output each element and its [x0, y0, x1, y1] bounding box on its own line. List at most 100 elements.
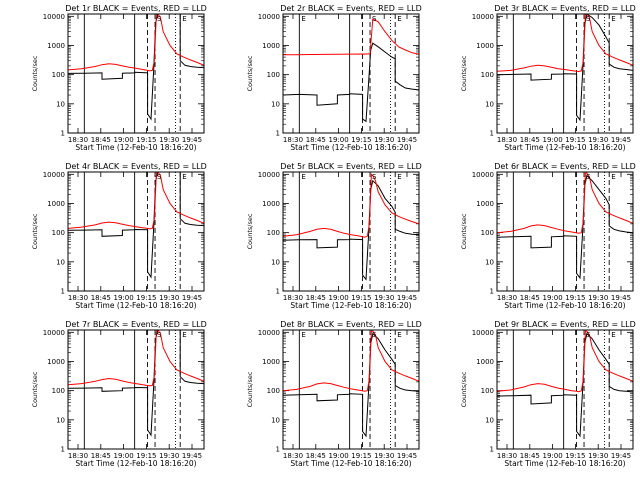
event-marker-label: E: [611, 331, 615, 339]
series-line-lld: [68, 172, 204, 230]
y-tick-label: 10: [485, 100, 494, 108]
y-tick-label: 10: [56, 258, 65, 266]
y-tick-label: 1: [276, 288, 280, 296]
detector-panel-7: Det 7r BLACK = Events, RED = LLD Counts/s…: [31, 320, 207, 468]
x-tick-label: 18:30: [283, 294, 303, 302]
series-line-lld: [68, 14, 204, 72]
event-marker-label: E: [611, 173, 615, 181]
y-tick-label: 1000: [262, 42, 280, 50]
event-marker-label: S: [586, 15, 591, 23]
y-axis-label: Counts/sec: [460, 55, 468, 91]
event-marker-label: S: [586, 173, 591, 181]
series-line-lld: [68, 330, 204, 387]
x-tick-label: 19:00: [543, 136, 563, 144]
panel-title: Det 7r BLACK = Events, RED = LLD: [65, 320, 207, 329]
y-tick-label: 10000: [472, 13, 494, 21]
plot-frame: [282, 13, 420, 134]
x-tick-label: 19:15: [351, 136, 371, 144]
y-tick-label: 100: [481, 229, 494, 237]
y-tick-label: 1000: [262, 358, 280, 366]
x-tick-label: 18:45: [91, 294, 111, 302]
y-tick-label: 100: [52, 71, 65, 79]
y-axis-label: Counts/sec: [246, 55, 254, 91]
plot-frame: [282, 329, 420, 450]
x-tick-label: 19:30: [374, 136, 394, 144]
x-axis-label: Start Time (12-Feb-10 18:16:20): [290, 459, 411, 468]
panel-title: Det 3r BLACK = Events, RED = LLD: [494, 4, 636, 13]
y-tick-label: 10: [485, 258, 494, 266]
plot-frame: [67, 171, 205, 292]
x-axis-label: Start Time (12-Feb-10 18:16:20): [290, 143, 411, 152]
series-line-lld: [497, 14, 633, 73]
y-tick-label: 10: [271, 416, 280, 424]
event-marker-label: S: [586, 331, 591, 339]
detector-panel-1: Det 1r BLACK = Events, RED = LLD Counts/s…: [31, 4, 207, 152]
x-tick-label: 19:45: [397, 136, 417, 144]
series-line-lld: [283, 173, 419, 238]
x-tick-label: 18:30: [497, 294, 517, 302]
y-tick-label: 10: [56, 416, 65, 424]
y-axis-label: Counts/sec: [246, 371, 254, 407]
x-tick-label: 19:30: [374, 452, 394, 460]
x-tick-label: 19:30: [159, 452, 179, 460]
x-tick-label: 19:15: [136, 452, 156, 460]
series-line-events: [283, 42, 419, 123]
x-tick-label: 19:00: [543, 294, 563, 302]
x-tick-label: 19:45: [611, 294, 631, 302]
detector-panel-2: Det 2r BLACK = Events, RED = LLD Counts/s…: [246, 4, 422, 152]
y-tick-label: 100: [267, 71, 280, 79]
x-tick-label: 19:45: [182, 294, 202, 302]
event-marker-label: S: [157, 173, 162, 181]
panel-title: Det 6r BLACK = Events, RED = LLD: [494, 162, 636, 171]
series-line-events: [283, 179, 419, 281]
plot-area: [497, 14, 633, 133]
event-marker-label: S: [372, 173, 377, 181]
plot-frame: [496, 171, 634, 292]
x-tick-label: 19:00: [114, 294, 134, 302]
x-tick-label: 18:30: [68, 452, 88, 460]
x-tick-label: 19:45: [611, 452, 631, 460]
y-tick-label: 1: [490, 288, 494, 296]
plot-area: [283, 330, 419, 449]
y-tick-label: 1: [61, 446, 65, 454]
y-axis-label: Counts/sec: [246, 213, 254, 249]
y-tick-label: 10000: [258, 329, 280, 337]
x-tick-label: 19:30: [588, 452, 608, 460]
y-tick-label: 1000: [262, 200, 280, 208]
y-tick-label: 10: [271, 258, 280, 266]
x-tick-label: 18:45: [520, 294, 540, 302]
y-tick-label: 100: [481, 387, 494, 395]
x-tick-label: 19:30: [159, 136, 179, 144]
plot-frame: [67, 329, 205, 450]
event-marker-label: E: [182, 15, 186, 23]
event-marker-label: S: [372, 331, 377, 339]
event-marker-label: E: [397, 15, 401, 23]
x-tick-label: 19:30: [588, 136, 608, 144]
y-tick-label: 10: [271, 100, 280, 108]
x-tick-label: 19:15: [565, 136, 585, 144]
panel-title: Det 9r BLACK = Events, RED = LLD: [494, 320, 636, 329]
y-axis-label: Counts/sec: [31, 213, 39, 249]
event-marker-label: E: [301, 15, 305, 23]
x-tick-label: 19:45: [397, 452, 417, 460]
panel-title: Det 8r BLACK = Events, RED = LLD: [280, 320, 422, 329]
y-tick-label: 1: [276, 446, 280, 454]
y-tick-label: 10: [485, 416, 494, 424]
event-marker-label: S: [372, 15, 377, 23]
x-tick-label: 19:45: [397, 294, 417, 302]
y-tick-label: 100: [52, 229, 65, 237]
x-tick-label: 18:45: [306, 452, 326, 460]
y-tick-label: 10000: [258, 171, 280, 179]
x-tick-label: 19:45: [611, 136, 631, 144]
detector-panel-9: Det 9r BLACK = Events, RED = LLD Counts/s…: [460, 320, 636, 468]
series-line-events: [68, 14, 204, 121]
detector-panel-8: Det 8r BLACK = Events, RED = LLD Counts/s…: [246, 320, 422, 468]
y-tick-label: 100: [267, 387, 280, 395]
y-tick-label: 1: [61, 288, 65, 296]
x-tick-label: 19:15: [136, 294, 156, 302]
y-tick-label: 1000: [47, 358, 65, 366]
y-tick-label: 10000: [258, 13, 280, 21]
x-tick-label: 18:30: [497, 136, 517, 144]
series-line-lld: [497, 172, 633, 234]
